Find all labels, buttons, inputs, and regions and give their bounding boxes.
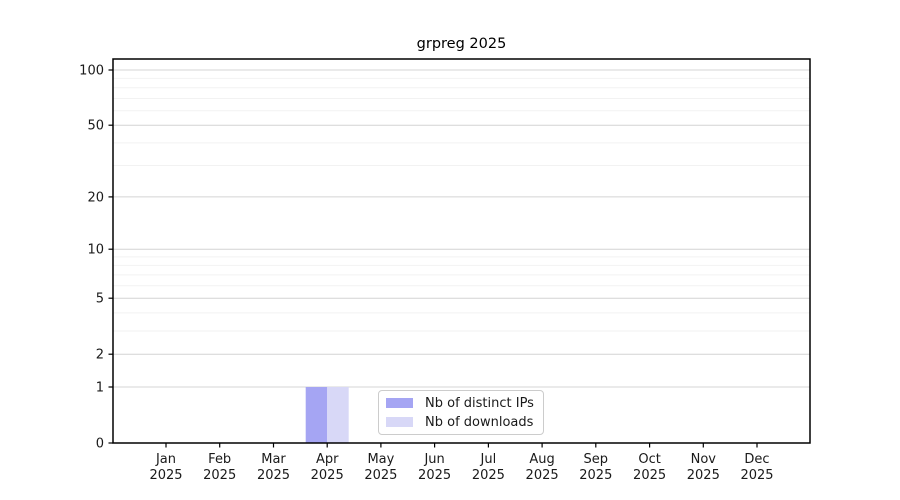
x-tick-label-month: Jun — [423, 452, 444, 467]
x-tick-label-month: Apr — [316, 452, 339, 467]
x-tick-label-month: May — [367, 452, 394, 467]
y-tick-label: 50 — [87, 119, 104, 134]
x-tick-label-year: 2025 — [311, 468, 344, 483]
x-tick-label-year: 2025 — [472, 468, 505, 483]
x-tick-label-year: 2025 — [149, 468, 182, 483]
x-tick-label-year: 2025 — [257, 468, 290, 483]
legend-swatch-distinct-ips-icon — [386, 398, 413, 408]
legend-item-distinct-ips: Nb of distinct IPs — [386, 395, 534, 411]
legend-item-downloads: Nb of downloads — [386, 414, 534, 430]
x-tick-label-month: Aug — [529, 452, 554, 467]
bar-distinct-ips — [305, 387, 328, 443]
y-tick-label: 20 — [87, 190, 104, 205]
x-tick-label-year: 2025 — [526, 468, 559, 483]
x-tick-label-year: 2025 — [740, 468, 773, 483]
legend-swatch-downloads-icon — [386, 417, 413, 427]
chart-title: grpreg 2025 — [416, 36, 507, 52]
y-tick-label: 2 — [96, 348, 104, 363]
bar-downloads — [327, 387, 349, 443]
x-tick-label-month: Feb — [208, 452, 231, 467]
x-tick-label-year: 2025 — [418, 468, 451, 483]
y-tick-label: 0 — [96, 437, 104, 452]
x-tick-label-year: 2025 — [203, 468, 236, 483]
x-tick-label-year: 2025 — [364, 468, 397, 483]
x-tick-label-month: Jul — [480, 452, 497, 467]
x-tick-label-year: 2025 — [633, 468, 666, 483]
legend-label-downloads: Nb of downloads — [425, 414, 534, 430]
x-tick-label-month: Dec — [744, 452, 769, 467]
legend-label-distinct-ips: Nb of distinct IPs — [425, 395, 534, 411]
legend: Nb of distinct IPs Nb of downloads — [378, 390, 544, 435]
x-tick-label-month: Jan — [155, 452, 176, 467]
x-tick-label-year: 2025 — [687, 468, 720, 483]
x-tick-label-year: 2025 — [579, 468, 612, 483]
x-tick-label-month: Sep — [584, 452, 609, 467]
y-tick-label: 100 — [79, 64, 104, 79]
y-tick-label: 10 — [87, 243, 104, 258]
plot-border — [112, 58, 811, 444]
y-tick-label: 1 — [96, 381, 104, 396]
x-tick-label-month: Mar — [261, 452, 286, 467]
x-tick-label-month: Oct — [638, 452, 660, 467]
x-tick-label-month: Nov — [691, 452, 717, 467]
y-tick-label: 5 — [96, 292, 104, 307]
